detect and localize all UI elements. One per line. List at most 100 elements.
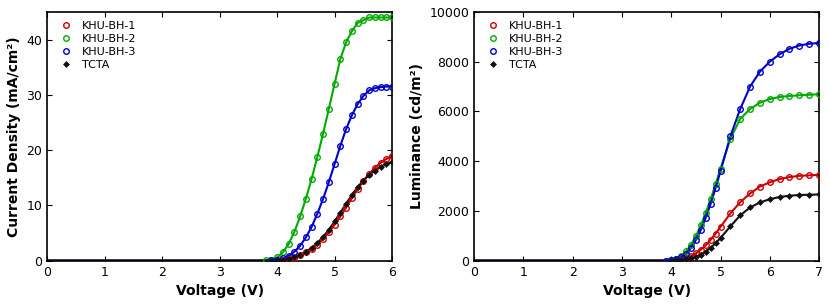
TCTA xyxy=(696,253,706,257)
TCTA xyxy=(266,259,276,262)
KHU-BH-3 xyxy=(295,244,305,248)
TCTA xyxy=(359,179,369,182)
KHU-BH-2 xyxy=(755,101,765,105)
KHU-BH-1 xyxy=(681,257,691,260)
KHU-BH-1 xyxy=(324,231,334,234)
KHU-BH-2 xyxy=(745,107,755,111)
KHU-BH-1 xyxy=(814,173,824,177)
KHU-BH-1 xyxy=(794,174,804,178)
KHU-BH-1 xyxy=(306,247,316,251)
KHU-BH-2 xyxy=(330,82,339,86)
KHU-BH-1 xyxy=(272,259,282,262)
Line: TCTA: TCTA xyxy=(669,192,821,263)
KHU-BH-1 xyxy=(710,232,720,235)
TCTA xyxy=(387,160,397,164)
TCTA xyxy=(666,259,676,262)
KHU-BH-2 xyxy=(691,234,701,238)
KHU-BH-2 xyxy=(387,16,397,19)
TCTA xyxy=(671,259,681,262)
Line: KHU-BH-1: KHU-BH-1 xyxy=(668,172,822,263)
Y-axis label: Current Density (mA/cm²): Current Density (mA/cm²) xyxy=(7,36,21,237)
KHU-BH-3 xyxy=(784,47,794,51)
KHU-BH-1 xyxy=(301,250,311,254)
Legend: KHU-BH-1, KHU-BH-2, KHU-BH-3, TCTA: KHU-BH-1, KHU-BH-2, KHU-BH-3, TCTA xyxy=(480,17,567,73)
TCTA xyxy=(701,250,710,253)
KHU-BH-2 xyxy=(804,93,814,97)
KHU-BH-3 xyxy=(359,94,369,98)
KHU-BH-2 xyxy=(261,259,271,262)
KHU-BH-2 xyxy=(676,254,686,258)
KHU-BH-2 xyxy=(671,257,681,260)
KHU-BH-2 xyxy=(662,259,671,262)
KHU-BH-3 xyxy=(318,197,328,201)
KHU-BH-3 xyxy=(353,102,363,106)
KHU-BH-3 xyxy=(324,180,334,184)
KHU-BH-3 xyxy=(696,228,706,231)
TCTA xyxy=(784,194,794,198)
KHU-BH-1 xyxy=(701,243,710,247)
KHU-BH-2 xyxy=(764,97,774,101)
KHU-BH-3 xyxy=(364,88,374,92)
TCTA xyxy=(715,236,725,240)
KHU-BH-1 xyxy=(364,172,374,176)
KHU-BH-2 xyxy=(341,41,351,44)
TCTA xyxy=(774,195,784,199)
Line: KHU-BH-2: KHU-BH-2 xyxy=(663,92,822,263)
TCTA xyxy=(335,211,345,214)
TCTA xyxy=(347,193,357,197)
KHU-BH-2 xyxy=(681,249,691,253)
KHU-BH-1 xyxy=(312,243,322,246)
KHU-BH-2 xyxy=(774,95,784,99)
KHU-BH-3 xyxy=(284,254,294,258)
TCTA xyxy=(295,253,305,257)
KHU-BH-2 xyxy=(784,94,794,98)
KHU-BH-2 xyxy=(686,243,696,246)
KHU-BH-1 xyxy=(706,238,715,242)
KHU-BH-2 xyxy=(278,250,288,254)
KHU-BH-3 xyxy=(312,212,322,216)
KHU-BH-3 xyxy=(764,60,774,63)
TCTA xyxy=(706,246,715,250)
KHU-BH-1 xyxy=(370,166,380,170)
TCTA xyxy=(735,214,745,217)
TCTA xyxy=(794,193,804,197)
KHU-BH-2 xyxy=(335,57,345,61)
KHU-BH-2 xyxy=(295,215,305,218)
X-axis label: Voltage (V): Voltage (V) xyxy=(603,284,691,298)
KHU-BH-3 xyxy=(701,216,710,219)
KHU-BH-1 xyxy=(671,258,681,262)
TCTA xyxy=(330,220,339,223)
TCTA xyxy=(681,258,691,261)
Line: KHU-BH-2: KHU-BH-2 xyxy=(263,15,395,263)
KHU-BH-1 xyxy=(295,253,305,257)
KHU-BH-1 xyxy=(774,177,784,181)
KHU-BH-1 xyxy=(666,259,676,262)
KHU-BH-2 xyxy=(376,16,386,19)
KHU-BH-3 xyxy=(347,113,357,117)
KHU-BH-3 xyxy=(814,41,824,45)
KHU-BH-3 xyxy=(794,44,804,47)
KHU-BH-1 xyxy=(284,257,294,261)
TCTA xyxy=(353,185,363,189)
KHU-BH-1 xyxy=(715,225,725,229)
KHU-BH-2 xyxy=(290,230,300,234)
TCTA xyxy=(725,224,735,228)
TCTA xyxy=(278,258,288,262)
TCTA xyxy=(745,206,755,209)
KHU-BH-1 xyxy=(353,188,363,191)
TCTA xyxy=(814,193,824,196)
KHU-BH-3 xyxy=(301,235,311,239)
KHU-BH-1 xyxy=(804,174,814,177)
KHU-BH-3 xyxy=(691,238,701,242)
KHU-BH-1 xyxy=(755,185,765,188)
KHU-BH-1 xyxy=(764,181,774,184)
KHU-BH-2 xyxy=(266,258,276,261)
KHU-BH-2 xyxy=(814,92,824,96)
KHU-BH-1 xyxy=(335,215,345,218)
TCTA xyxy=(764,197,774,201)
KHU-BH-3 xyxy=(671,257,681,261)
KHU-BH-2 xyxy=(735,117,745,121)
KHU-BH-2 xyxy=(370,16,380,19)
KHU-BH-3 xyxy=(681,252,691,256)
TCTA xyxy=(301,250,311,254)
